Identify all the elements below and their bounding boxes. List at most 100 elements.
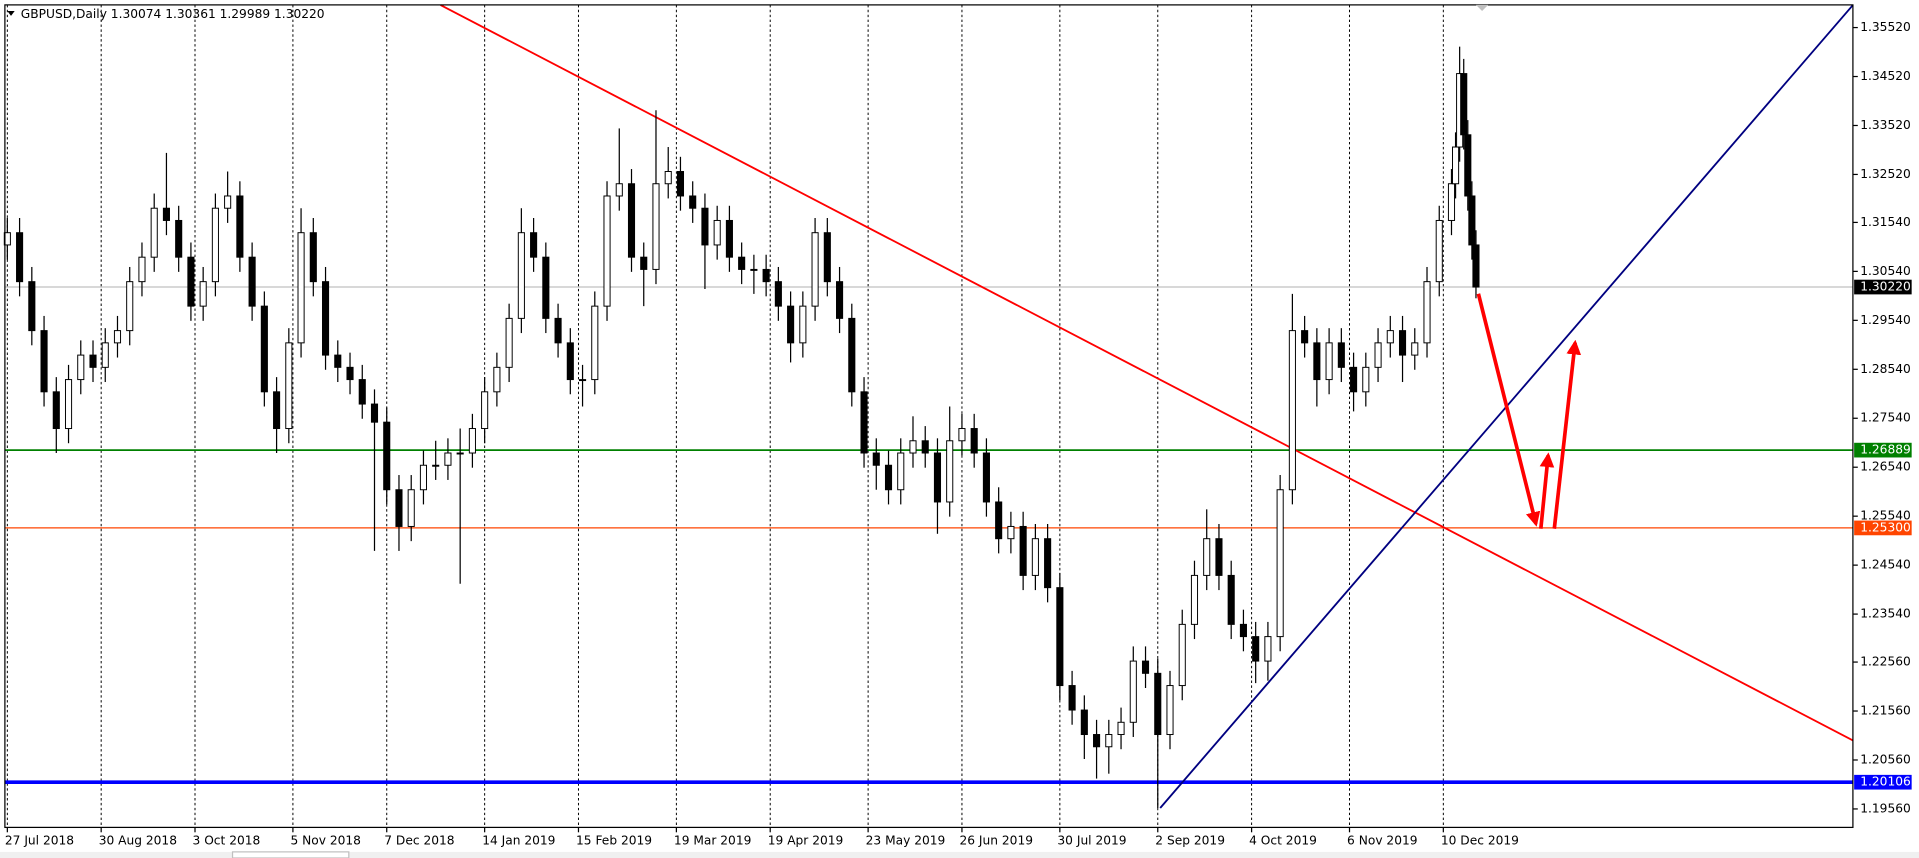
candle-body [297, 232, 305, 344]
arrow [1539, 452, 1555, 529]
candle-body [321, 281, 330, 356]
candle-body [566, 342, 574, 381]
candle-body [1190, 574, 1199, 625]
candle-body [1337, 342, 1345, 368]
candle-body [1464, 134, 1472, 197]
candle-body [113, 330, 122, 344]
arrow [1552, 339, 1582, 529]
candle-body [921, 440, 929, 454]
candle-body [958, 428, 966, 442]
candle-body [1178, 623, 1186, 687]
candle-body [1056, 587, 1064, 687]
candle-body [285, 342, 293, 430]
x-tick-label: 10 Dec 2019 [1441, 833, 1519, 847]
y-tick-label: 1.33520 [1860, 118, 1911, 132]
candle-body [126, 281, 134, 332]
candle-body [970, 428, 978, 454]
plot-frame [4, 4, 1854, 829]
tab-bar [0, 851, 1919, 858]
candle-body [1007, 525, 1015, 540]
candle-body [52, 391, 60, 430]
candle-body [627, 183, 636, 258]
candle-body [982, 452, 990, 503]
candle-body [162, 207, 170, 221]
y-tick-label: 1.20560 [1860, 752, 1911, 766]
candle-body [946, 440, 954, 503]
candle-body [1411, 342, 1419, 356]
candle-body [432, 464, 440, 467]
x-tick-label: 27 Jul 2018 [5, 833, 74, 847]
y-tick-label: 1.24540 [1860, 558, 1911, 572]
candle-body [1362, 366, 1370, 393]
x-tick-label: 7 Dec 2018 [384, 833, 454, 847]
candle-body [77, 354, 85, 381]
x-tick-label: 30 Jul 2019 [1057, 833, 1126, 847]
trendline [440, 4, 1854, 742]
candle-body [248, 256, 256, 307]
x-tick-label: 26 Jun 2019 [960, 833, 1034, 847]
candle-body [1105, 734, 1113, 748]
candle-body [933, 452, 942, 503]
y-tick-label: 1.32520 [1860, 167, 1911, 181]
candle-body [517, 232, 525, 319]
y-tick-label: 1.28540 [1860, 362, 1911, 376]
candle-body [1435, 219, 1443, 283]
candle-body [138, 256, 146, 283]
candle-body [370, 403, 379, 423]
candle-body [1252, 636, 1260, 662]
candle-body [836, 281, 844, 319]
y-tick-label: 1.30540 [1860, 264, 1911, 278]
level-box [1854, 774, 1912, 790]
x-tick-label: 6 Nov 2019 [1347, 833, 1417, 847]
candle-body [1468, 195, 1476, 246]
candle-body [175, 219, 183, 258]
candle-body [493, 366, 501, 393]
y-tick-label: 1.35520 [1860, 20, 1911, 34]
axes: 27 Jul 2018 30 Aug 2018 3 Oct 2018 5 Nov 20… [5, 20, 1912, 847]
candle-body [468, 428, 476, 454]
candle-body [211, 207, 219, 283]
candle-body [799, 305, 807, 344]
arrow [1476, 293, 1541, 527]
candle-body [1044, 538, 1052, 589]
candle-body [395, 489, 403, 527]
candle-body [554, 317, 562, 344]
x-tick-label: 3 Oct 2018 [193, 833, 261, 847]
candle-body [579, 379, 587, 382]
candle-body [530, 232, 538, 258]
x-tick-label: 30 Aug 2018 [99, 833, 177, 847]
candle-body [725, 219, 733, 258]
candle-body [199, 281, 207, 307]
x-tick-label: 5 Nov 2018 [290, 833, 360, 847]
candle-body [1276, 489, 1284, 638]
candle-body [1472, 244, 1480, 288]
x-tick-label: 19 Apr 2019 [768, 833, 844, 847]
y-tick-label: 1.27540 [1860, 411, 1911, 425]
candle-body [995, 501, 1003, 540]
y-tick-label: 1.34520 [1860, 69, 1911, 83]
candle-body [774, 281, 782, 307]
candle-body [1031, 538, 1039, 576]
candle-body [101, 342, 109, 368]
levels [4, 286, 1853, 785]
candle-body [1325, 342, 1333, 381]
candle-body [1301, 330, 1309, 344]
candle-body [1019, 525, 1027, 576]
candle-body [713, 219, 721, 246]
candle-body [1423, 281, 1431, 344]
y-tick-label: 1.19560 [1860, 801, 1911, 815]
chart-title: GBPUSD,Daily 1.30074 1.30361 1.29989 1.3… [21, 7, 325, 21]
level-label: 1.26889 [1860, 443, 1911, 457]
candle-body [260, 305, 268, 393]
candle-body [1068, 685, 1076, 711]
candle-body [89, 354, 97, 368]
candle-body [224, 195, 232, 209]
candle-body [1166, 685, 1174, 736]
candle-body [664, 171, 672, 185]
x-tick-label: 14 Jan 2019 [482, 833, 555, 847]
projection-arrows [1476, 293, 1582, 529]
y-tick-label: 1.22560 [1860, 655, 1911, 669]
candle-body [1313, 342, 1321, 381]
candle-body [64, 379, 73, 430]
